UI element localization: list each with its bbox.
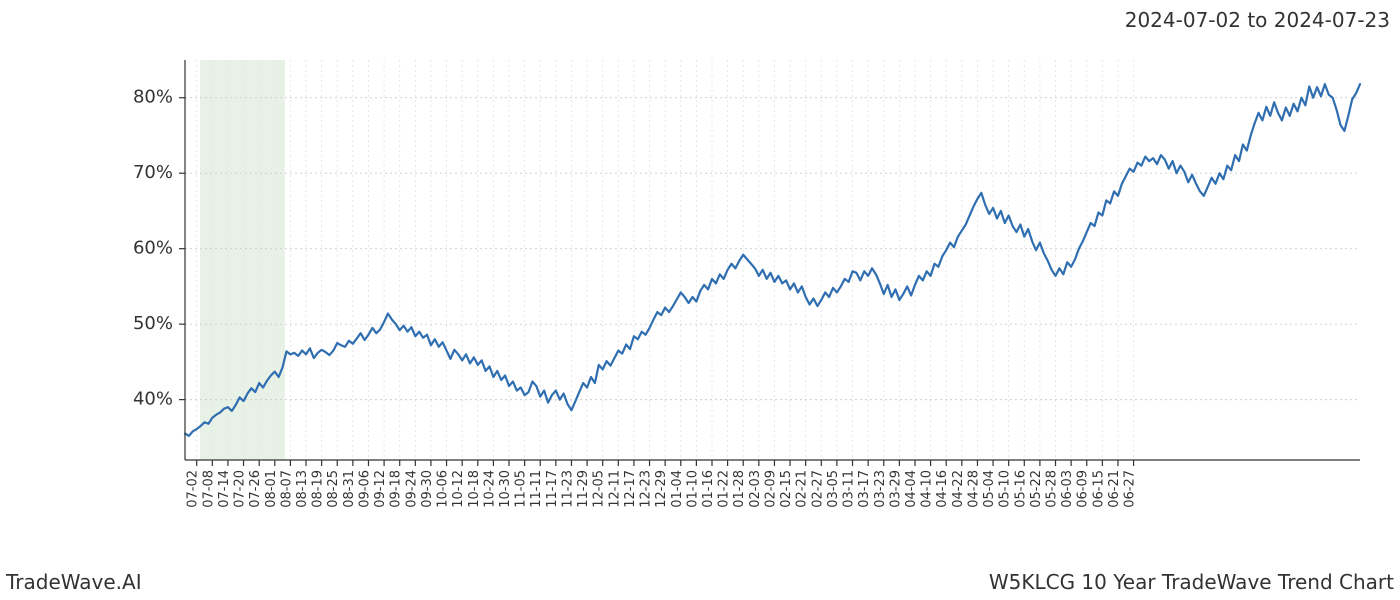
- svg-text:10-18: 10-18: [467, 470, 482, 508]
- svg-text:01-16: 01-16: [701, 470, 716, 508]
- svg-text:07-08: 07-08: [201, 470, 216, 508]
- svg-text:05-04: 05-04: [982, 470, 997, 508]
- svg-text:09-06: 09-06: [357, 470, 372, 508]
- svg-text:05-10: 05-10: [998, 470, 1013, 508]
- svg-text:04-04: 04-04: [904, 470, 919, 508]
- svg-text:50%: 50%: [133, 313, 173, 334]
- svg-text:11-23: 11-23: [560, 470, 575, 508]
- svg-text:11-11: 11-11: [529, 470, 544, 508]
- svg-text:06-21: 06-21: [1107, 470, 1122, 508]
- svg-text:04-10: 04-10: [920, 470, 935, 508]
- svg-text:12-23: 12-23: [639, 470, 654, 508]
- svg-text:06-15: 06-15: [1091, 470, 1106, 508]
- svg-text:08-31: 08-31: [342, 470, 357, 508]
- svg-text:01-28: 01-28: [732, 470, 747, 508]
- svg-text:12-11: 12-11: [607, 470, 622, 508]
- footer-chart-title: W5KLCG 10 Year TradeWave Trend Chart: [989, 570, 1394, 594]
- svg-text:40%: 40%: [133, 389, 173, 410]
- svg-text:01-22: 01-22: [717, 470, 732, 508]
- footer-brand: TradeWave.AI: [6, 570, 142, 594]
- svg-text:03-05: 03-05: [826, 470, 841, 508]
- svg-text:12-05: 12-05: [592, 470, 607, 508]
- svg-text:01-10: 01-10: [685, 470, 700, 508]
- chart-area: 40% 50% 60% 70% 80% 07-0207-0807-1407-2007-26…: [0, 0, 1400, 600]
- svg-text:06-27: 06-27: [1123, 470, 1138, 508]
- svg-text:05-22: 05-22: [1029, 470, 1044, 508]
- svg-text:03-29: 03-29: [888, 470, 903, 508]
- svg-text:03-23: 03-23: [873, 470, 888, 508]
- svg-text:02-09: 02-09: [763, 470, 778, 508]
- svg-text:09-18: 09-18: [389, 470, 404, 508]
- svg-text:70%: 70%: [133, 162, 173, 183]
- svg-text:08-01: 08-01: [264, 470, 279, 508]
- svg-text:07-14: 07-14: [217, 470, 232, 508]
- svg-text:07-20: 07-20: [233, 470, 248, 508]
- svg-text:08-13: 08-13: [295, 470, 310, 508]
- trend-chart-svg: 40% 50% 60% 70% 80% 07-0207-0807-1407-2007-26…: [0, 0, 1400, 600]
- svg-text:10-06: 10-06: [436, 470, 451, 508]
- svg-text:09-12: 09-12: [373, 470, 388, 508]
- svg-text:07-02: 07-02: [186, 470, 201, 508]
- svg-text:09-30: 09-30: [420, 470, 435, 508]
- svg-text:11-17: 11-17: [545, 470, 560, 508]
- svg-text:03-17: 03-17: [857, 470, 872, 508]
- svg-text:60%: 60%: [133, 238, 173, 259]
- svg-text:10-12: 10-12: [451, 470, 466, 508]
- svg-text:04-16: 04-16: [935, 470, 950, 508]
- svg-text:06-09: 06-09: [1076, 470, 1091, 508]
- svg-text:11-29: 11-29: [576, 470, 591, 508]
- svg-text:01-04: 01-04: [670, 470, 685, 508]
- svg-text:07-26: 07-26: [248, 470, 263, 508]
- svg-text:80%: 80%: [133, 87, 173, 108]
- svg-text:02-27: 02-27: [810, 470, 825, 508]
- svg-text:05-28: 05-28: [1045, 470, 1060, 508]
- svg-text:03-11: 03-11: [842, 470, 857, 508]
- svg-text:05-16: 05-16: [1013, 470, 1028, 508]
- svg-text:09-24: 09-24: [404, 470, 419, 508]
- svg-text:02-15: 02-15: [779, 470, 794, 508]
- svg-text:10-24: 10-24: [482, 470, 497, 508]
- svg-text:04-22: 04-22: [951, 470, 966, 508]
- svg-text:10-30: 10-30: [498, 470, 513, 508]
- svg-text:11-05: 11-05: [514, 470, 529, 508]
- svg-text:02-21: 02-21: [795, 470, 810, 508]
- svg-text:08-19: 08-19: [311, 470, 326, 508]
- svg-text:08-25: 08-25: [326, 470, 341, 508]
- svg-text:02-03: 02-03: [748, 470, 763, 508]
- svg-text:12-17: 12-17: [623, 470, 638, 508]
- svg-text:08-07: 08-07: [279, 470, 294, 508]
- svg-text:04-28: 04-28: [966, 470, 981, 508]
- svg-text:12-29: 12-29: [654, 470, 669, 508]
- svg-text:06-03: 06-03: [1060, 470, 1075, 508]
